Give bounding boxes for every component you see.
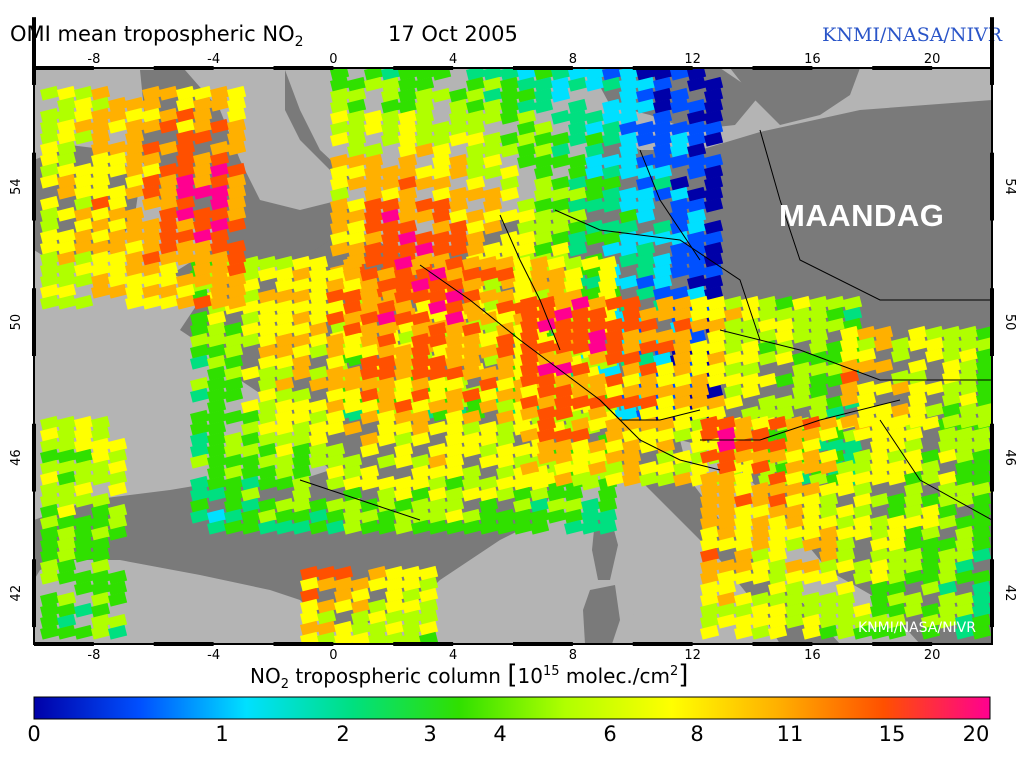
frame-tick-bar bbox=[273, 642, 334, 646]
map-date: 17 Oct 2005 bbox=[388, 22, 518, 46]
lon-tick-label-top-0: -8 bbox=[87, 52, 100, 67]
land-sweden bbox=[730, 68, 860, 125]
lon-tick-label-top-4: 8 bbox=[569, 52, 577, 67]
frame-tick-bar bbox=[32, 288, 36, 356]
country-borders bbox=[299, 129, 992, 521]
day-label: MAANDAG bbox=[779, 198, 945, 233]
frame-ticks bbox=[32, 17, 994, 646]
frame-tick-bar bbox=[32, 17, 36, 85]
frame-tick-bar bbox=[34, 66, 94, 70]
colorbar-tick-label: 6 bbox=[603, 722, 617, 746]
lon-labels-top: -8 -4 0 4 8 12 16 20 bbox=[87, 52, 940, 67]
lon-labels-bottom: -8 -4 0 4 8 12 16 20 bbox=[87, 648, 940, 663]
colorbar-tick-label: 2 bbox=[336, 722, 350, 746]
frame-tick-bar bbox=[32, 152, 36, 221]
colorbar-tick-label: 0 bbox=[27, 722, 41, 746]
lat-tick-label-right-2: 46 bbox=[1002, 449, 1017, 466]
frame-tick-bar bbox=[273, 66, 334, 70]
frame-tick-bar bbox=[990, 559, 994, 628]
lon-tick-label-bottom-6: 16 bbox=[804, 648, 821, 663]
lon-tick-label-bottom-1: -4 bbox=[207, 648, 220, 663]
colorbar-tick-label: 11 bbox=[776, 722, 804, 746]
lat-tick-label-right-3: 42 bbox=[1002, 585, 1017, 602]
lat-tick-label-left-1: 50 bbox=[9, 314, 24, 331]
frame-tick-bar bbox=[990, 423, 994, 492]
lon-tick-label-top-6: 16 bbox=[804, 52, 821, 67]
frame-tick-bar bbox=[32, 423, 36, 492]
lon-tick-label-top-7: 20 bbox=[924, 52, 941, 67]
map-watermark: KNMI/NASA/NIVR bbox=[858, 620, 976, 636]
colorbar-tick-label: 8 bbox=[690, 722, 704, 746]
lat-tick-label-left-0: 54 bbox=[9, 178, 24, 195]
frame-tick-bar bbox=[990, 152, 994, 221]
frame-tick-bar bbox=[153, 66, 214, 70]
lat-tick-label-left-2: 46 bbox=[9, 449, 24, 466]
lon-tick-label-top-3: 4 bbox=[449, 52, 457, 67]
frame-tick-bar bbox=[872, 66, 933, 70]
lon-tick-label-bottom-5: 12 bbox=[684, 648, 701, 663]
frame-tick-bar bbox=[632, 66, 693, 70]
colorbar-tick-label: 20 bbox=[962, 722, 990, 746]
frame-tick-bar bbox=[990, 288, 994, 356]
frame-tick-bar bbox=[153, 642, 214, 646]
frame-tick-bar bbox=[393, 642, 454, 646]
frame-tick-bar bbox=[872, 642, 933, 646]
frame-tick-bar bbox=[513, 66, 573, 70]
frame-tick-bar bbox=[393, 66, 454, 70]
lon-tick-label-top-1: -4 bbox=[207, 52, 220, 67]
frame-tick-bar bbox=[34, 642, 94, 646]
lat-labels-left: 54 50 46 42 bbox=[9, 178, 24, 601]
frame-tick-bar bbox=[32, 559, 36, 628]
frame-tick-bar bbox=[513, 642, 573, 646]
colorbar-tick-label: 4 bbox=[493, 722, 507, 746]
colorbar-tick-label: 15 bbox=[878, 722, 906, 746]
lon-tick-label-bottom-2: 0 bbox=[329, 648, 337, 663]
lat-labels-right: 54 50 46 42 bbox=[1002, 178, 1017, 601]
colorbar-gradient bbox=[33, 696, 991, 720]
frame-tick-bar bbox=[752, 642, 813, 646]
lat-tick-label-right-0: 54 bbox=[1002, 178, 1017, 195]
lat-tick-label-left-3: 42 bbox=[9, 585, 24, 602]
lon-tick-label-bottom-7: 20 bbox=[924, 648, 941, 663]
lon-tick-label-bottom-0: -8 bbox=[87, 648, 100, 663]
colorbar-title: NO2 tropospheric column [1015 molec./cm2… bbox=[250, 660, 689, 692]
lon-tick-label-bottom-3: 4 bbox=[449, 648, 457, 663]
colorbar-tick-label: 1 bbox=[215, 722, 229, 746]
credit-label: KNMI/NASA/NIVR bbox=[822, 24, 1002, 46]
colorbar-tick-label: 3 bbox=[423, 722, 437, 746]
map-title: OMI mean tropospheric NO2 bbox=[10, 22, 304, 50]
lon-tick-label-top-2: 0 bbox=[329, 52, 337, 67]
frame-tick-bar bbox=[990, 17, 994, 85]
frame-tick-bar bbox=[752, 66, 813, 70]
lon-tick-label-top-5: 12 bbox=[684, 52, 701, 67]
lon-tick-label-bottom-4: 8 bbox=[569, 648, 577, 663]
frame-tick-bar bbox=[632, 642, 693, 646]
land-sardinia bbox=[583, 585, 620, 644]
lat-tick-label-right-1: 50 bbox=[1002, 314, 1017, 331]
